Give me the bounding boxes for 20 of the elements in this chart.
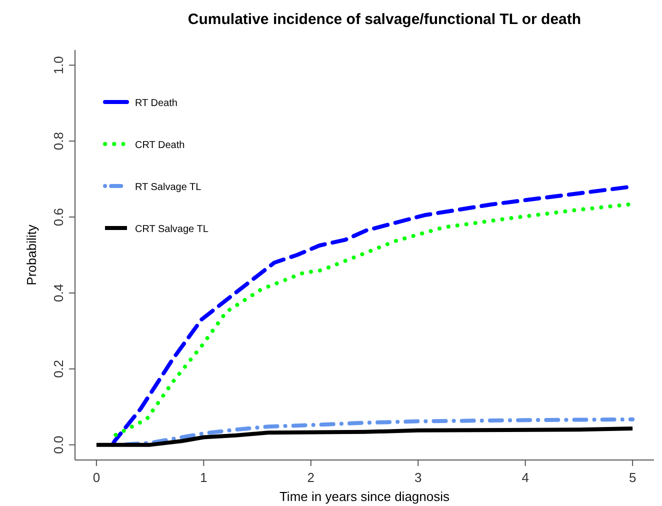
legend-label: RT Death [135, 98, 178, 109]
x-tick-label: 0 [92, 470, 100, 485]
y-tick-label: 0.6 [51, 208, 66, 226]
line-series [94, 426, 635, 447]
x-tick-label: 2 [307, 470, 315, 485]
legend-label: CRT Salvage TL [135, 224, 209, 235]
y-tick-label: 0.0 [51, 436, 66, 454]
chart-title: Cumulative incidence of salvage/functional TL or death [188, 11, 582, 28]
legend-label: CRT Death [135, 140, 185, 151]
legend-label: RT Salvage TL [135, 182, 202, 193]
x-tick-label: 3 [414, 470, 422, 485]
y-tick-label: 0.8 [51, 132, 66, 150]
x-tick-label: 1 [200, 470, 208, 485]
y-axis-title: Probability [24, 224, 39, 286]
x-axis-title: Time in years since diagnosis [279, 489, 450, 504]
x-tick-label: 5 [628, 470, 636, 485]
y-tick-label: 0.4 [51, 284, 66, 302]
y-tick-label: 0.2 [51, 360, 66, 378]
y-tick-label: 1.0 [51, 56, 66, 74]
x-tick-label: 4 [522, 470, 529, 485]
